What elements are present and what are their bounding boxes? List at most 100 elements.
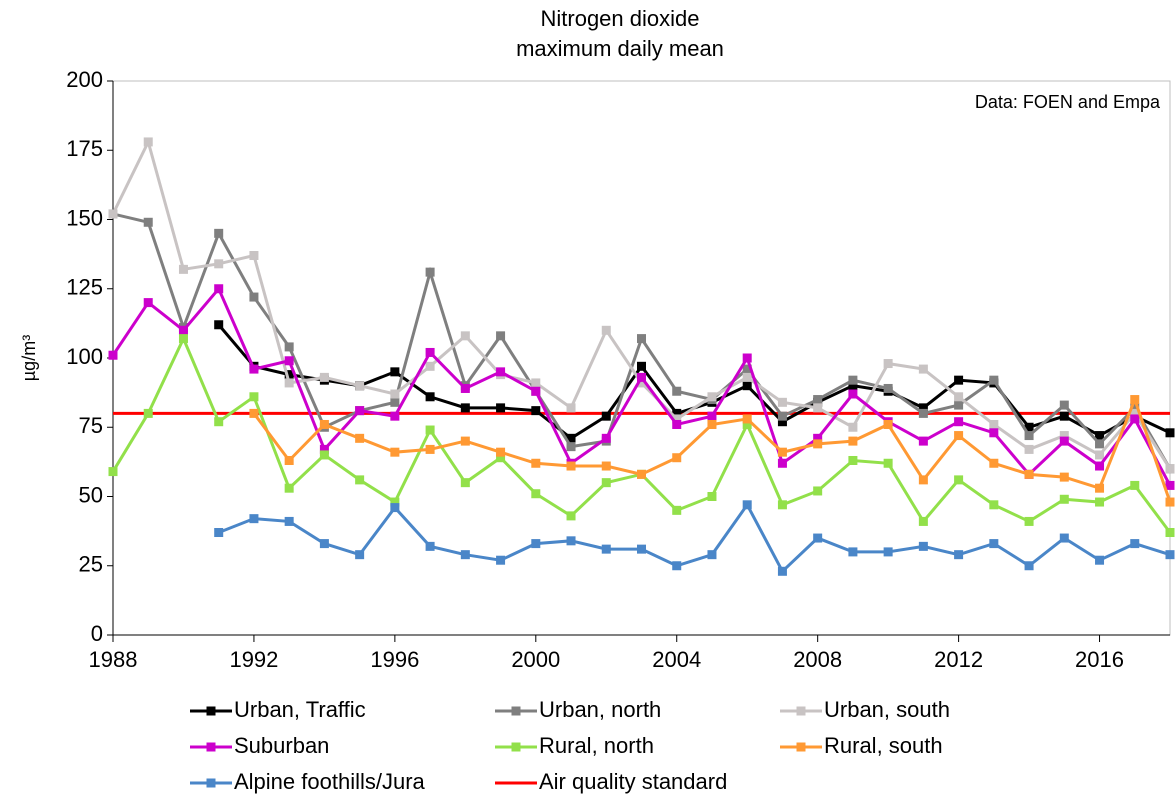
point xyxy=(319,372,329,382)
point xyxy=(777,500,787,510)
point xyxy=(672,386,682,396)
y-tick-label: 175 xyxy=(66,136,103,161)
point xyxy=(178,325,188,335)
point xyxy=(214,417,224,427)
point xyxy=(777,458,787,468)
point xyxy=(249,251,259,261)
x-tick-label: 1992 xyxy=(229,647,278,672)
point xyxy=(460,436,470,446)
point xyxy=(742,381,752,391)
point xyxy=(425,267,435,277)
point xyxy=(1059,436,1069,446)
point xyxy=(284,370,294,380)
point xyxy=(531,539,541,549)
point xyxy=(848,375,858,385)
point xyxy=(989,428,999,438)
point xyxy=(954,550,964,560)
point xyxy=(496,331,506,341)
point xyxy=(355,475,365,485)
y-tick-label: 150 xyxy=(66,205,103,230)
point xyxy=(1095,461,1105,471)
point xyxy=(918,516,928,526)
point xyxy=(425,541,435,551)
point xyxy=(425,425,435,435)
point xyxy=(460,331,470,341)
point xyxy=(214,320,224,330)
point xyxy=(883,359,893,369)
point xyxy=(1059,494,1069,504)
point xyxy=(108,209,118,219)
point xyxy=(390,503,400,513)
point xyxy=(1059,431,1069,441)
point xyxy=(918,436,928,446)
point xyxy=(672,505,682,515)
point xyxy=(566,536,576,546)
point xyxy=(1165,550,1175,560)
point xyxy=(989,375,999,385)
legend-label: Rural, south xyxy=(824,733,943,758)
point xyxy=(1024,561,1034,571)
point xyxy=(742,419,752,429)
y-tick-label: 0 xyxy=(91,621,103,646)
point xyxy=(989,500,999,510)
point xyxy=(883,458,893,468)
point xyxy=(742,500,752,510)
point xyxy=(566,511,576,521)
y-tick-label: 100 xyxy=(66,344,103,369)
point xyxy=(249,292,259,302)
point xyxy=(672,419,682,429)
x-tick-label: 2012 xyxy=(934,647,983,672)
point xyxy=(460,478,470,488)
legend-marker xyxy=(206,706,216,716)
legend-marker xyxy=(796,706,806,716)
point xyxy=(531,386,541,396)
point xyxy=(531,489,541,499)
point xyxy=(777,411,787,421)
point xyxy=(601,478,611,488)
point xyxy=(601,325,611,335)
legend-marker xyxy=(511,742,521,752)
point xyxy=(1024,422,1034,432)
point xyxy=(1130,480,1140,490)
chart-title: Nitrogen dioxide xyxy=(541,6,700,31)
point xyxy=(178,334,188,344)
y-tick-label: 200 xyxy=(66,67,103,92)
point xyxy=(1095,483,1105,493)
point xyxy=(672,561,682,571)
point xyxy=(637,378,646,388)
point xyxy=(848,455,858,465)
point xyxy=(496,367,506,377)
point xyxy=(918,408,928,418)
point xyxy=(284,483,294,493)
point xyxy=(813,395,823,405)
point xyxy=(777,397,787,407)
point xyxy=(637,361,646,371)
point xyxy=(249,392,259,402)
point xyxy=(918,364,928,374)
x-tick-label: 2000 xyxy=(511,647,560,672)
point xyxy=(390,367,400,377)
point xyxy=(1059,472,1069,482)
point xyxy=(214,528,224,538)
point xyxy=(355,550,365,560)
point xyxy=(143,137,153,147)
point xyxy=(954,475,964,485)
point xyxy=(390,411,400,421)
point xyxy=(848,547,858,557)
point xyxy=(1165,497,1175,507)
point xyxy=(460,383,470,393)
point xyxy=(249,408,259,418)
point xyxy=(1095,555,1105,565)
point xyxy=(425,347,435,357)
point xyxy=(531,458,541,468)
point xyxy=(178,264,188,274)
x-tick-label: 2008 xyxy=(793,647,842,672)
point xyxy=(707,392,717,402)
point xyxy=(1165,428,1175,438)
point xyxy=(883,419,893,429)
point xyxy=(883,383,893,393)
point xyxy=(813,439,823,449)
point xyxy=(319,444,329,454)
point xyxy=(813,433,823,443)
